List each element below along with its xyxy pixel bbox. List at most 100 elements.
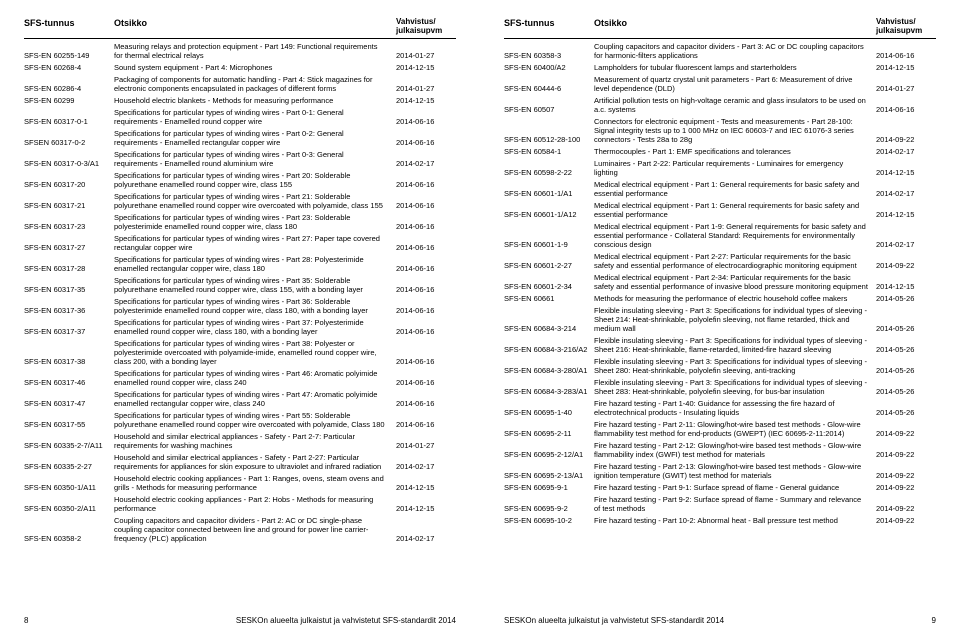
right-footer: SESKOn alueelta julkaistut ja vahvistetu… (504, 610, 936, 625)
cell-date: 2014-09-22 (876, 516, 936, 525)
cell-title: Medical electrical equipment - Part 2-34… (594, 273, 876, 291)
cell-code: SFS-EN 60512-28-100 (504, 135, 594, 144)
cell-date: 2014-06-16 (396, 180, 456, 189)
cell-title: Household electric blankets - Methods fo… (114, 96, 396, 105)
cell-date: 2014-01-27 (876, 84, 936, 93)
cell-date: 2014-06-16 (396, 306, 456, 315)
table-row: SFS-EN 60335-2-7/A11Household and simila… (24, 432, 456, 450)
cell-title: Fire hazard testing - Part 10-2: Abnorma… (594, 516, 876, 525)
cell-date: 2014-01-27 (396, 51, 456, 60)
table-row: SFS-EN 60695-2-11Fire hazard testing - P… (504, 420, 936, 438)
table-row: SFS-EN 60598-2-22Luminaires - Part 2-22:… (504, 159, 936, 177)
cell-date: 2014-06-16 (396, 201, 456, 210)
cell-title: Medical electrical equipment - Part 1-9:… (594, 222, 876, 249)
table-row: SFS-EN 60286-4Packaging of components fo… (24, 75, 456, 93)
cell-title: Measurement of quartz crystal unit param… (594, 75, 876, 93)
cell-date: 2014-02-17 (876, 147, 936, 156)
header-title: Otsikko (594, 18, 876, 36)
cell-title: Specifications for particular types of w… (114, 390, 396, 408)
table-row: SFS-EN 60317-37Specifications for partic… (24, 318, 456, 336)
table-row: SFS-EN 60317-21Specifications for partic… (24, 192, 456, 210)
table-row: SFS-EN 60584-1Thermocouples - Part 1: EM… (504, 147, 936, 156)
cell-date: 2014-12-15 (396, 483, 456, 492)
table-row: SFS-EN 60601-1/A12Medical electrical equ… (504, 201, 936, 219)
table-row: SFS-EN 60317-0-1Specifications for parti… (24, 108, 456, 126)
table-row: SFS-EN 60317-27Specifications for partic… (24, 234, 456, 252)
cell-code: SFS-EN 60317-47 (24, 399, 114, 408)
cell-date: 2014-12-15 (876, 168, 936, 177)
cell-date: 2014-06-16 (396, 420, 456, 429)
table-row: SFS-EN 60695-9-1Fire hazard testing - Pa… (504, 483, 936, 492)
table-row: SFSEN 60317-0-2Specifications for partic… (24, 129, 456, 147)
table-row: SFS-EN 60661Methods for measuring the pe… (504, 294, 936, 303)
table-row: SFS-EN 60358-3Coupling capacitors and ca… (504, 42, 936, 60)
cell-title: Household and similar electrical applian… (114, 453, 396, 471)
table-row: SFS-EN 60695-2-12/A1Fire hazard testing … (504, 441, 936, 459)
header-code: SFS-tunnus (24, 18, 114, 36)
right-page: SFS-tunnus Otsikko Vahvistus/ julkaisupv… (480, 0, 960, 633)
table-row: SFS-EN 60358-2Coupling capacitors and ca… (24, 516, 456, 543)
table-row: SFS-EN 60317-36Specifications for partic… (24, 297, 456, 315)
cell-title: Flexible insulating sleeving - Part 3: S… (594, 378, 876, 396)
cell-title: Thermocouples - Part 1: EMF specificatio… (594, 147, 876, 156)
cell-code: SFS-EN 60317-36 (24, 306, 114, 315)
cell-title: Specifications for particular types of w… (114, 255, 396, 273)
cell-code: SFS-EN 60695-2-13/A1 (504, 471, 594, 480)
cell-title: Specifications for particular types of w… (114, 150, 396, 168)
cell-code: SFS-EN 60350-1/A11 (24, 483, 114, 492)
cell-title: Artificial pollution tests on high-volta… (594, 96, 876, 114)
cell-date: 2014-09-22 (876, 483, 936, 492)
header-title: Otsikko (114, 18, 396, 36)
cell-title: Flexible insulating sleeving - Part 3: S… (594, 336, 876, 354)
cell-title: Fire hazard testing - Part 9-1: Surface … (594, 483, 876, 492)
cell-date: 2014-06-16 (396, 357, 456, 366)
table-row: SFS-EN 60601-2-27Medical electrical equi… (504, 252, 936, 270)
cell-code: SFS-EN 60584-1 (504, 147, 594, 156)
left-footer-text: SESKOn alueelta julkaistut ja vahvistetu… (236, 616, 456, 625)
cell-date: 2014-06-16 (396, 399, 456, 408)
cell-title: Household and similar electrical applian… (114, 432, 396, 450)
cell-date: 2014-06-16 (396, 327, 456, 336)
right-footer-text: SESKOn alueelta julkaistut ja vahvistetu… (504, 616, 724, 625)
cell-title: Coupling capacitors and capacitor divide… (594, 42, 876, 60)
cell-title: Specifications for particular types of w… (114, 318, 396, 336)
right-page-number: 9 (932, 616, 936, 625)
cell-date: 2014-06-16 (396, 378, 456, 387)
cell-code: SFS-EN 60661 (504, 294, 594, 303)
cell-code: SFS-EN 60695-10-2 (504, 516, 594, 525)
cell-code: SFS-EN 60317-0-1 (24, 117, 114, 126)
cell-title: Flexible insulating sleeving - Part 3: S… (594, 306, 876, 333)
cell-title: Sound system equipment - Part 4: Microph… (114, 63, 396, 72)
cell-date: 2014-12-15 (396, 504, 456, 513)
cell-date: 2014-09-22 (876, 504, 936, 513)
cell-code: SFS-EN 60684-3-214 (504, 324, 594, 333)
cell-code: SFS-EN 60317-46 (24, 378, 114, 387)
cell-title: Specifications for particular types of w… (114, 108, 396, 126)
cell-code: SFS-EN 60684-3-216/A2 (504, 345, 594, 354)
cell-date: 2014-09-22 (876, 471, 936, 480)
cell-date: 2014-12-15 (876, 210, 936, 219)
cell-title: Household electric cooking appliances - … (114, 474, 396, 492)
cell-code: SFS-EN 60317-28 (24, 264, 114, 273)
table-row: SFS-EN 60350-1/A11Household electric coo… (24, 474, 456, 492)
cell-code: SFS-EN 60695-2-12/A1 (504, 450, 594, 459)
cell-code: SFS-EN 60317-23 (24, 222, 114, 231)
cell-code: SFSEN 60317-0-2 (24, 138, 114, 147)
table-row: SFS-EN 60512-28-100Connectors for electr… (504, 117, 936, 144)
cell-title: Household electric cooking appliances - … (114, 495, 396, 513)
cell-date: 2014-01-27 (396, 441, 456, 450)
table-row: SFS-EN 60317-35Specifications for partic… (24, 276, 456, 294)
cell-title: Specifications for particular types of w… (114, 129, 396, 147)
cell-code: SFS-EN 60601-2-34 (504, 282, 594, 291)
cell-code: SFS-EN 60695-1-40 (504, 408, 594, 417)
cell-title: Medical electrical equipment - Part 1: G… (594, 201, 876, 219)
table-row: SFS-EN 60317-28Specifications for partic… (24, 255, 456, 273)
cell-date: 2014-12-15 (876, 282, 936, 291)
cell-title: Specifications for particular types of w… (114, 234, 396, 252)
cell-date: 2014-06-16 (396, 285, 456, 294)
cell-title: Fire hazard testing - Part 2-12: Glowing… (594, 441, 876, 459)
cell-code: SFS-EN 60255-149 (24, 51, 114, 60)
cell-date: 2014-02-17 (876, 189, 936, 198)
cell-code: SFS-EN 60317-0-3/A1 (24, 159, 114, 168)
cell-date: 2014-05-26 (876, 408, 936, 417)
